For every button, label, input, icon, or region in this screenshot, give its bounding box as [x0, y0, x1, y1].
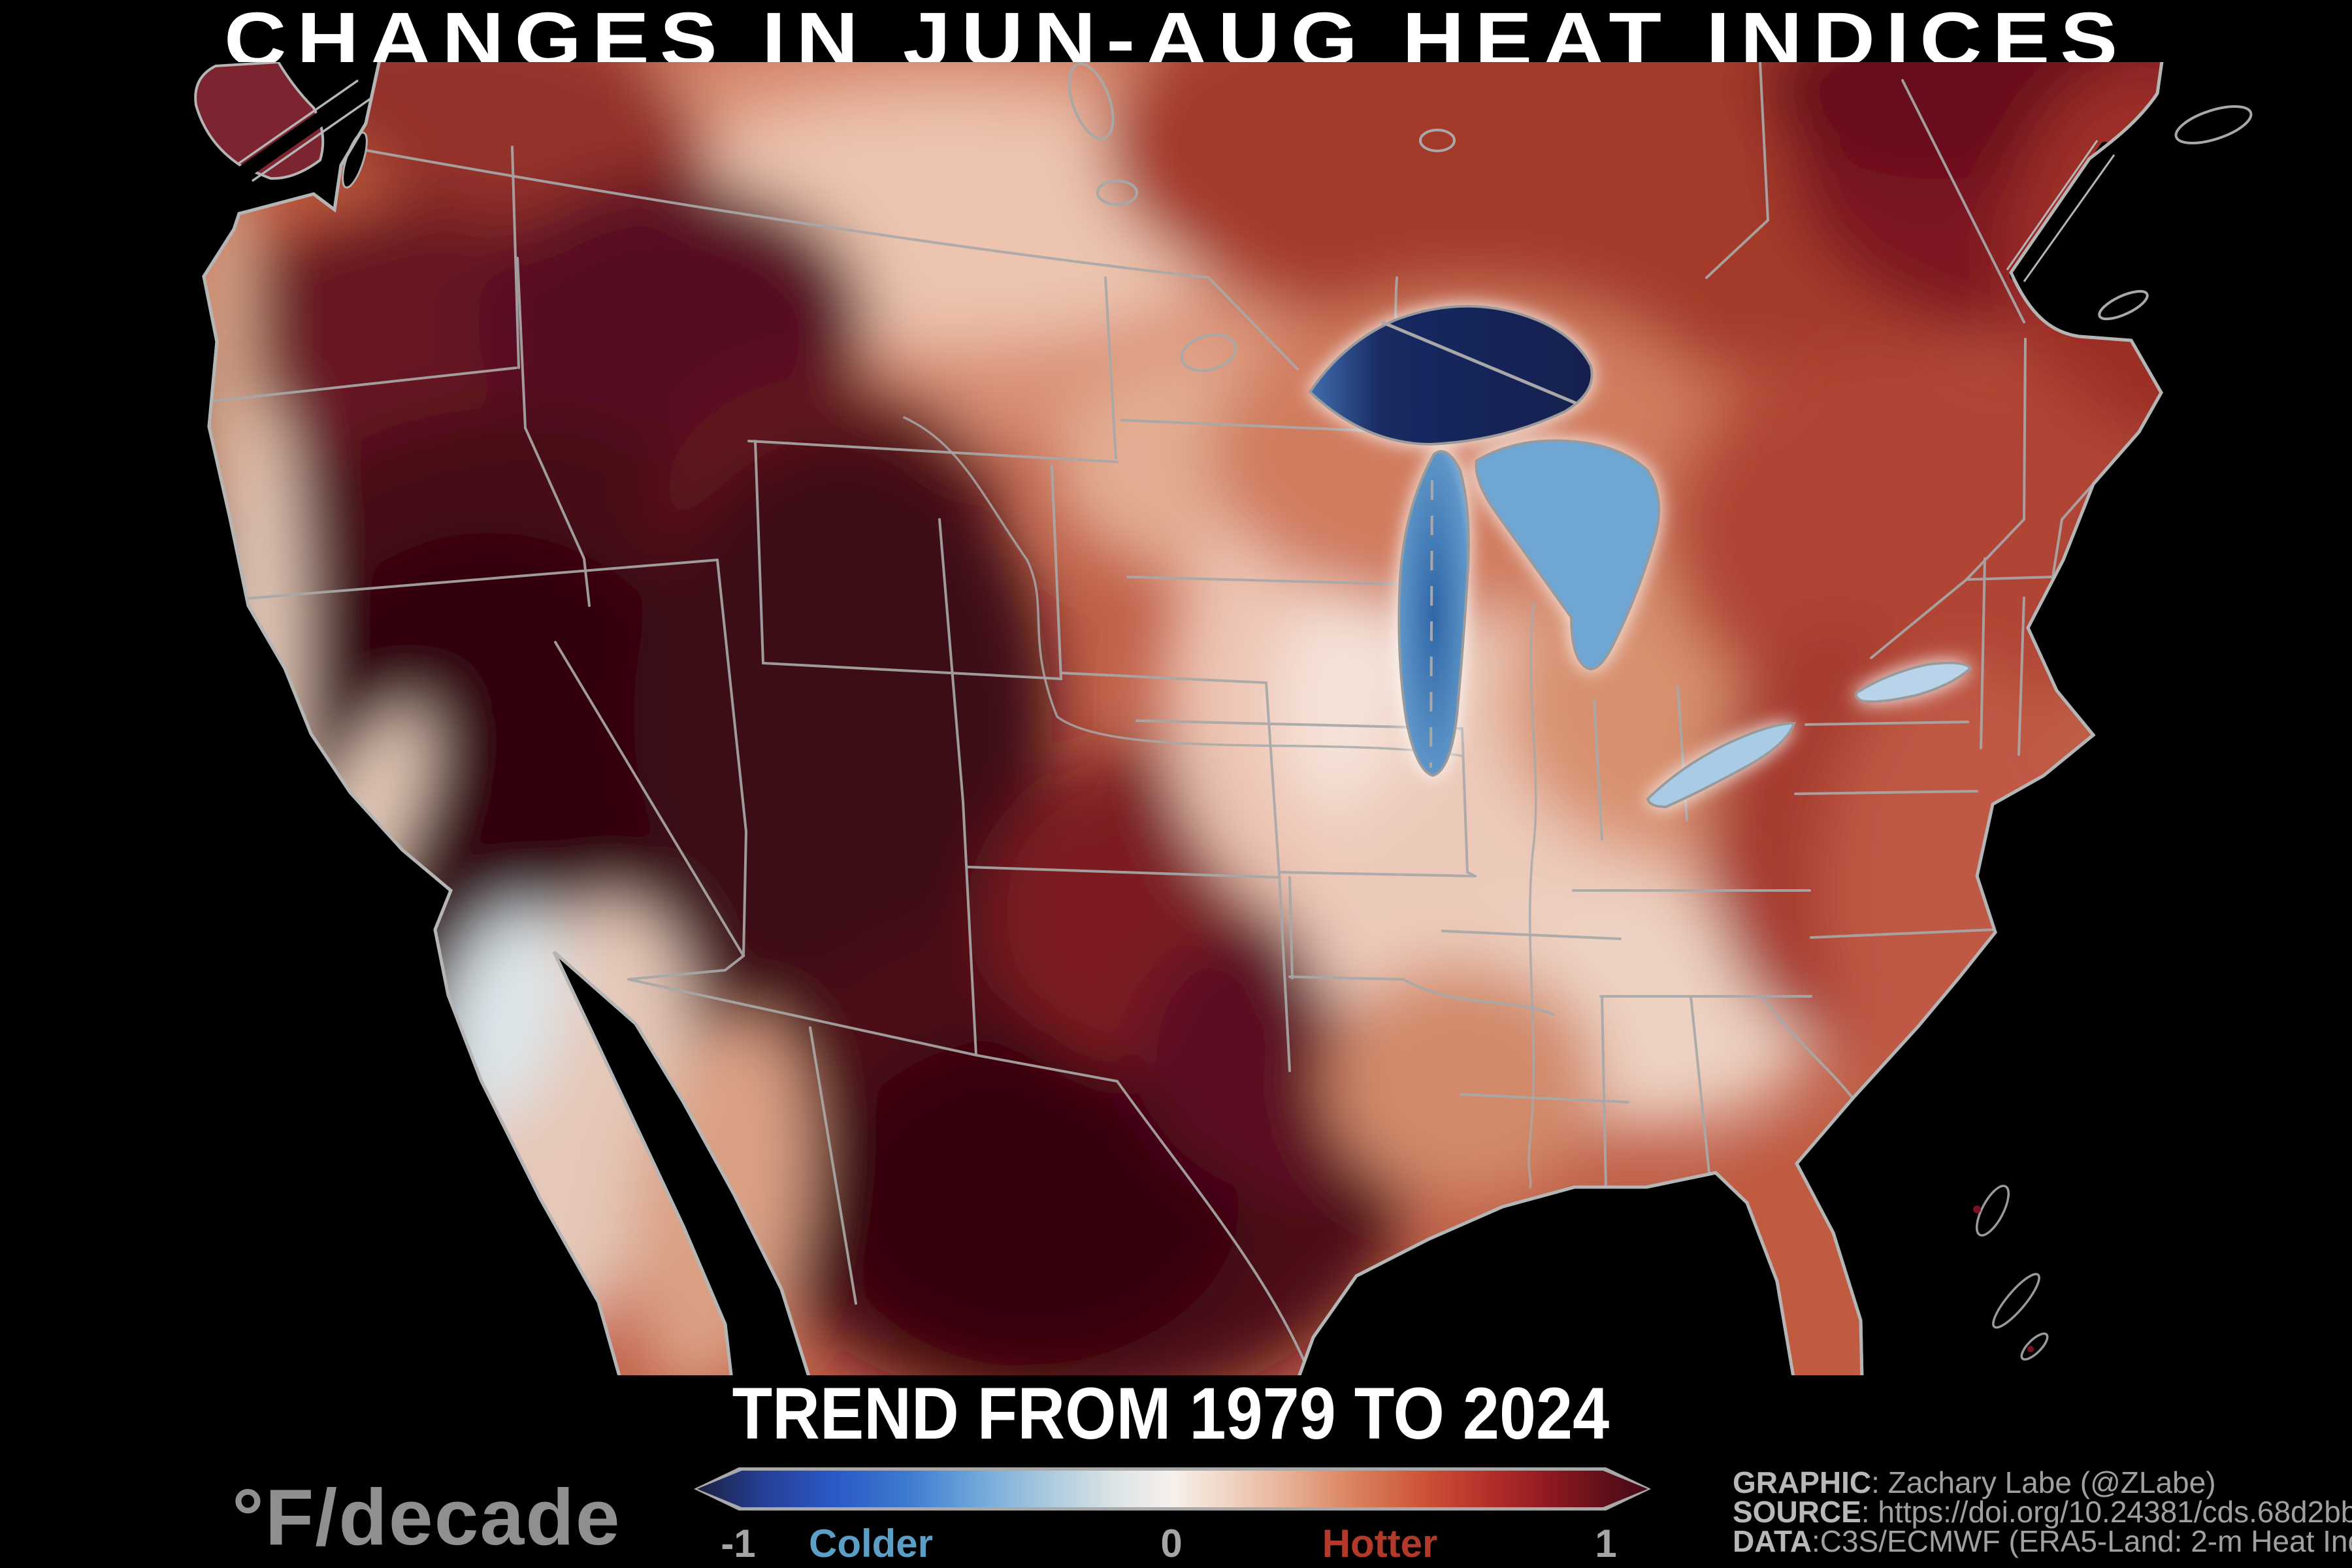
colorbar-label-hotter: Hotter	[1322, 1522, 1438, 1565]
subtitle-text: TREND FROM 1979 TO 2024	[732, 1373, 1610, 1454]
us-heat-map	[98, 62, 2254, 1375]
rivers	[903, 416, 1537, 1188]
atlantic-islands	[1973, 105, 2253, 1361]
colorbar-gradient	[697, 1471, 1648, 1507]
colorbar-tick-min: -1	[721, 1522, 756, 1565]
credit-graphic: GRAPHIC: Zachary Labe (@ZLabe)	[1733, 1465, 2216, 1499]
lake-superior	[1308, 304, 1593, 446]
canada-lakes	[1068, 62, 1456, 372]
great-lakes	[1308, 304, 1972, 809]
lake-borders	[1381, 320, 1576, 768]
subtitle: TREND FROM 1979 TO 2024	[0, 1377, 2342, 1450]
colorbar-tick-max: 1	[1595, 1522, 1617, 1565]
lake-huron	[1475, 439, 1661, 670]
lake-ontario	[1855, 661, 1972, 703]
colorbar	[694, 1467, 1651, 1511]
units-label: °F/decade	[232, 1473, 621, 1561]
coastline	[202, 62, 2164, 1375]
credits-block: GRAPHIC: Zachary Labe (@ZLabe) SOURCE: h…	[1733, 1465, 2352, 1558]
lake-michigan	[1397, 449, 1470, 777]
credit-data: DATA:C3S/ECMWF (ERA5-Land: 2-m Heat Inde…	[1733, 1524, 2352, 1558]
vancouver-island	[194, 62, 325, 180]
colorbar-tick-mid: 0	[1160, 1522, 1183, 1565]
lake-erie	[1646, 721, 1796, 809]
state-borders	[204, 62, 2093, 1362]
credit-source: SOURCE: https://doi.org/10.24381/cds.68d…	[1733, 1495, 2352, 1529]
water-channels	[237, 79, 2115, 282]
colorbar-label-colder: Colder	[808, 1522, 934, 1565]
